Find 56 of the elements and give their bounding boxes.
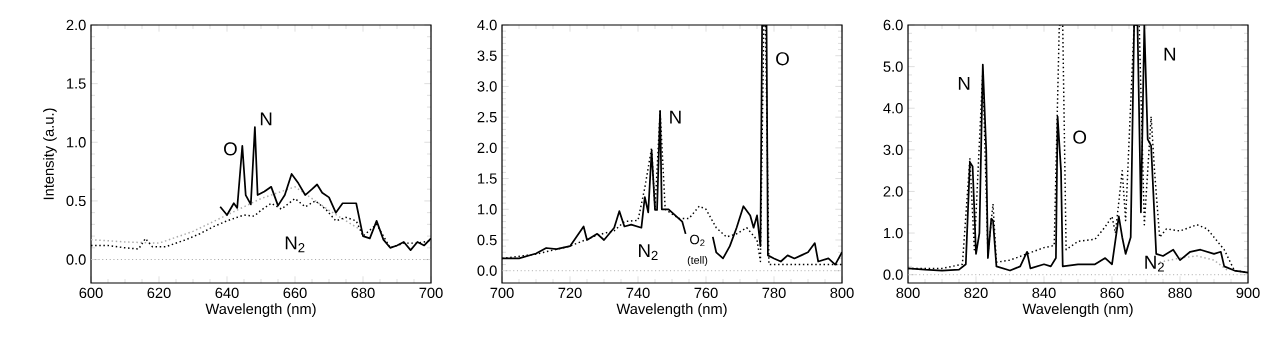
annotation: N (1164, 47, 1176, 61)
y-tick-label: 2.0 (883, 186, 903, 197)
y-tick-label: 2.0 (477, 142, 497, 154)
y-tick-label: 0.0 (66, 254, 86, 265)
annotation: O (776, 52, 789, 66)
x-tick-label: 820 (964, 287, 988, 299)
line-series (1158, 255, 1229, 272)
annotation: O (224, 142, 237, 156)
y-tick-label: 0.0 (477, 265, 497, 276)
x-tick-label: 700 (419, 287, 443, 299)
x-tick-label: 840 (1032, 287, 1056, 299)
x-tick-label: 780 (762, 287, 786, 299)
x-tick-label: 620 (147, 287, 171, 299)
annotation: N (260, 112, 272, 126)
annotation: O (1073, 130, 1087, 144)
y-tick-label: 4.0 (883, 103, 903, 114)
y-axis-title: Intensity (a.u.) (43, 108, 57, 200)
annotation: N$_{2}$ (285, 236, 305, 253)
x-tick-label: 640 (215, 287, 239, 299)
y-tick-label: 2.0 (66, 19, 86, 31)
x-tick-label: 700 (490, 287, 514, 299)
y-tick-label: 3.0 (477, 81, 497, 92)
x-axis-title: Wavelength (nm) (1022, 303, 1133, 317)
y-tick-label: 0.0 (883, 269, 903, 280)
y-tick-label: 3.0 (883, 144, 903, 156)
x-tick-label: 800 (830, 287, 854, 299)
annotation: N (670, 110, 681, 124)
y-tick-label: 5.0 (883, 61, 903, 72)
x-tick-label: 900 (1236, 287, 1260, 299)
x-tick-label: 720 (558, 287, 582, 299)
x-axis-title: Wavelength (nm) (616, 303, 727, 317)
x-tick-label: 800 (896, 287, 920, 299)
x-tick-label: 660 (283, 287, 307, 299)
annotation: O$_{2}$ (690, 234, 705, 247)
x-axis-title: Wavelength (nm) (205, 303, 316, 317)
annotation: (tell) (687, 256, 708, 267)
y-tick-label: 1.5 (67, 78, 86, 89)
y-tick-label: 2.5 (477, 111, 497, 123)
y-tick-label: 4.0 (477, 19, 497, 31)
y-tick-label: 1.0 (478, 204, 497, 215)
x-tick-label: 600 (79, 287, 103, 299)
y-tick-label: 1.5 (478, 173, 497, 184)
y-tick-label: 6.0 (883, 19, 903, 31)
x-tick-label: 680 (351, 287, 375, 299)
y-tick-label: 3.5 (477, 50, 497, 61)
y-tick-label: 1.0 (67, 137, 86, 148)
x-tick-label: 860 (1100, 287, 1124, 299)
x-tick-label: 740 (626, 287, 650, 299)
y-tick-label: 0.5 (477, 234, 497, 246)
x-tick-label: 880 (1168, 287, 1192, 299)
y-tick-label: 0.5 (66, 195, 86, 207)
x-tick-label: 760 (694, 287, 718, 299)
annotation: N (958, 76, 970, 90)
annotation: N$_{2}$ (639, 244, 658, 260)
annotation: N$_{2}$ (1145, 255, 1164, 272)
y-tick-label: 1.0 (884, 227, 903, 239)
